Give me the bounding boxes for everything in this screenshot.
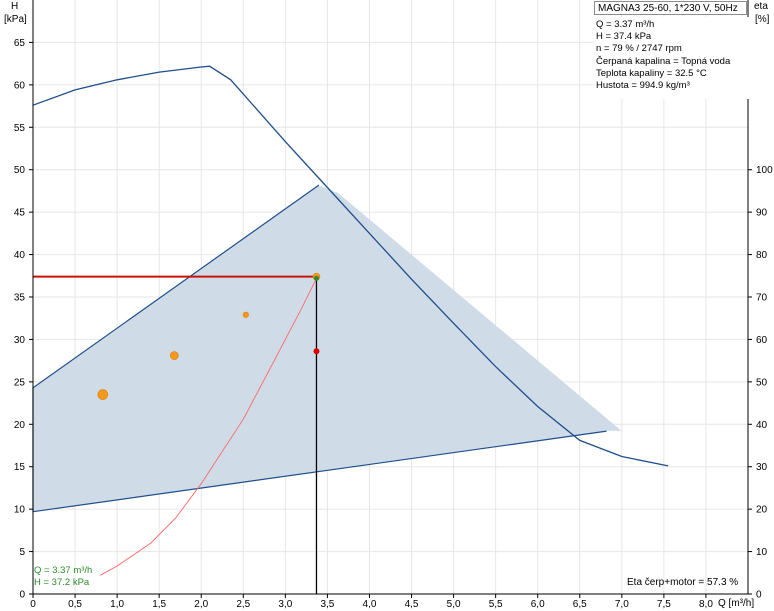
y-tick-label: 30: [14, 335, 26, 346]
y2-tick-label: 70: [756, 293, 768, 304]
y2-tick-label: 90: [756, 208, 768, 219]
info-line-temperature: Teplota kapaliny = 32.5 °C: [596, 67, 707, 79]
y-tick-label: 60: [14, 80, 26, 91]
operating-point-label: Q = 3.37 m³/h H = 37.2 kPa: [34, 565, 92, 589]
x-tick-label: 7,5: [657, 599, 671, 610]
x-tick-label: 3,0: [278, 599, 292, 610]
y-tick-label: 65: [14, 38, 26, 49]
x-tick-label: 4,5: [405, 599, 419, 610]
info-line-n: n = 79 % / 2747 rpm: [596, 43, 682, 55]
y-tick-label: 45: [14, 208, 26, 219]
x-tick-label: 3,5: [320, 599, 334, 610]
y2-tick-label: 80: [756, 250, 768, 261]
y2-tick-label: 50: [756, 377, 768, 388]
y2-tick-label: 0: [756, 590, 762, 601]
operating-point-q: Q = 3.37 m³/h: [34, 565, 93, 576]
y2-tick-label: 40: [756, 420, 768, 431]
operating-area-top-gap: [318, 184, 338, 194]
y-tick-label: 40: [14, 250, 26, 261]
chart-title: MAGNA3 25-60, 1*230 V, 50Hz: [594, 1, 747, 15]
y-tick-label: 35: [14, 293, 26, 304]
marker-orange: [97, 389, 109, 400]
y-axis-label-line1: H: [11, 1, 18, 12]
duty-lines: [33, 275, 318, 594]
marker-orange: [170, 351, 179, 360]
y-tick-label: 25: [14, 377, 26, 388]
operating-area-fill: [33, 185, 622, 512]
operating-point-h: H = 37.2 kPa: [34, 577, 90, 588]
y2-tick-label: 20: [756, 505, 768, 516]
x-tick-label: 4,0: [363, 599, 377, 610]
y-tick-label: 15: [14, 462, 26, 473]
x-tick-label: 2,5: [236, 599, 250, 610]
x-tick-label: 8,0: [699, 599, 713, 610]
operating-area: [32, 184, 622, 513]
info-line-density: Hustota = 994.9 kg/m³: [596, 80, 690, 92]
curves: [32, 65, 669, 576]
marker-red: [313, 348, 320, 355]
x-tick-label: 5,5: [489, 599, 503, 610]
y2-axis-label-line2: [%]: [755, 14, 770, 25]
info-line-q: Q = 3.37 m³/h: [596, 19, 655, 30]
tick-labels: 0 0,5 1,0 1,5 2,0 2,5 3,0 3,5 4,0 4,5 5,0 5,5 6,0 6,5…: [14, 38, 773, 610]
y-tick-label: 5: [19, 547, 25, 558]
y-tick-label: 10: [14, 505, 26, 516]
marker-orange: [242, 311, 249, 318]
marker-green: [313, 275, 319, 281]
system-curve-line: [100, 278, 317, 576]
y2-tick-label: 30: [756, 462, 768, 473]
x-axis-label: Q [m³/h]: [718, 598, 754, 609]
markers: [97, 272, 321, 400]
x-tick-label: 5,0: [447, 599, 461, 610]
x-tick-label: 1,5: [152, 599, 166, 610]
y2-tick-label: 100: [756, 165, 773, 176]
x-tick-label: 2,0: [194, 599, 208, 610]
y-tick-label: 20: [14, 420, 26, 431]
pump-curve-line: [32, 65, 669, 467]
operating-area-lower-edge: [32, 430, 607, 513]
x-tick-label: 6,5: [573, 599, 587, 610]
x-tick-label: 0,5: [68, 599, 82, 610]
y-tick-label: 50: [14, 165, 26, 176]
y2-tick-label: 60: [756, 335, 768, 346]
y-tick-label: 0: [19, 590, 25, 601]
axis-labels: H [kPa] eta [%] Q [m³/h]: [4, 1, 770, 609]
efficiency-note: Eta čerp+motor = 57.3 %: [627, 577, 739, 588]
x-tick-label: 0: [30, 599, 36, 610]
x-tick-label: 1,0: [110, 599, 124, 610]
y-tick-label: 55: [14, 123, 26, 134]
x-tick-label: 6,0: [531, 599, 545, 610]
info-line-liquid: Čerpaná kapalina = Topná voda: [596, 55, 731, 67]
y-axis-label-line2: [kPa]: [4, 14, 27, 25]
y2-axis-label-line1: eta: [754, 1, 768, 12]
info-box: Q = 3.37 m³/h H = 37.4 kPa n = 79 % / 27…: [594, 17, 752, 99]
info-line-h: H = 37.4 kPa: [596, 31, 652, 43]
x-tick-label: 7,0: [615, 599, 629, 610]
y2-tick-label: 10: [756, 547, 768, 558]
